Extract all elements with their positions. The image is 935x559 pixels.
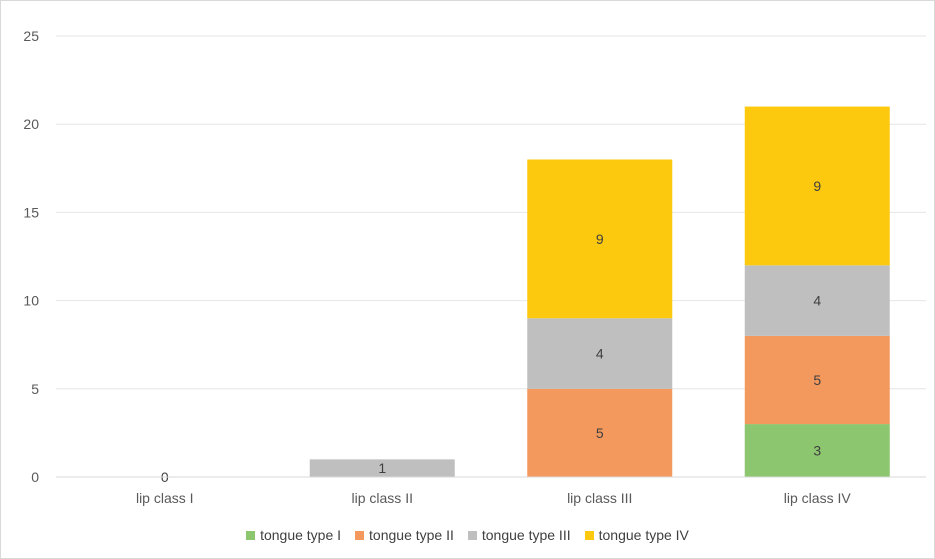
y-tick-label: 5 — [31, 381, 39, 397]
data-label: 5 — [813, 372, 821, 388]
bar-segment — [527, 388, 673, 477]
data-label: 9 — [596, 231, 604, 247]
data-label: 9 — [813, 178, 821, 194]
bar-segment — [744, 335, 890, 425]
legend-swatch — [467, 530, 477, 540]
bar-segment — [744, 106, 890, 266]
legend-label: tongue type II — [369, 527, 454, 543]
legend-swatch — [246, 530, 256, 540]
legend-swatch — [355, 530, 365, 540]
x-tick-label: lip class I — [136, 490, 194, 506]
bar-segment — [744, 424, 890, 477]
bar-segment — [309, 459, 455, 477]
legend-item: tongue type I — [246, 527, 341, 543]
legend-item: tongue type II — [355, 527, 454, 543]
legend-label: tongue type III — [481, 527, 571, 543]
bar-segment — [527, 318, 673, 389]
y-tick-label: 10 — [23, 293, 39, 309]
x-tick-label: lip class II — [352, 490, 413, 506]
y-tick-label: 15 — [23, 204, 39, 220]
legend-label: tongue type IV — [598, 527, 689, 543]
y-tick-label: 0 — [31, 469, 39, 485]
y-tick-label: 20 — [23, 116, 39, 132]
data-label: 4 — [596, 346, 604, 362]
data-label: 5 — [596, 425, 604, 441]
legend-swatch — [584, 530, 594, 540]
x-tick-label: lip class IV — [784, 490, 852, 506]
data-label: 4 — [813, 293, 821, 309]
legend-item: tongue type III — [467, 527, 571, 543]
legend-item: tongue type IV — [584, 527, 689, 543]
bar-segment — [527, 159, 673, 319]
x-tick-label: lip class III — [567, 490, 632, 506]
legend: tongue type I tongue type II tongue type I… — [1, 527, 934, 543]
y-tick-label: 25 — [23, 28, 39, 44]
data-label: 3 — [813, 443, 821, 459]
data-label: 1 — [378, 460, 386, 476]
bar-segment — [744, 265, 890, 336]
legend-label: tongue type I — [260, 527, 342, 543]
